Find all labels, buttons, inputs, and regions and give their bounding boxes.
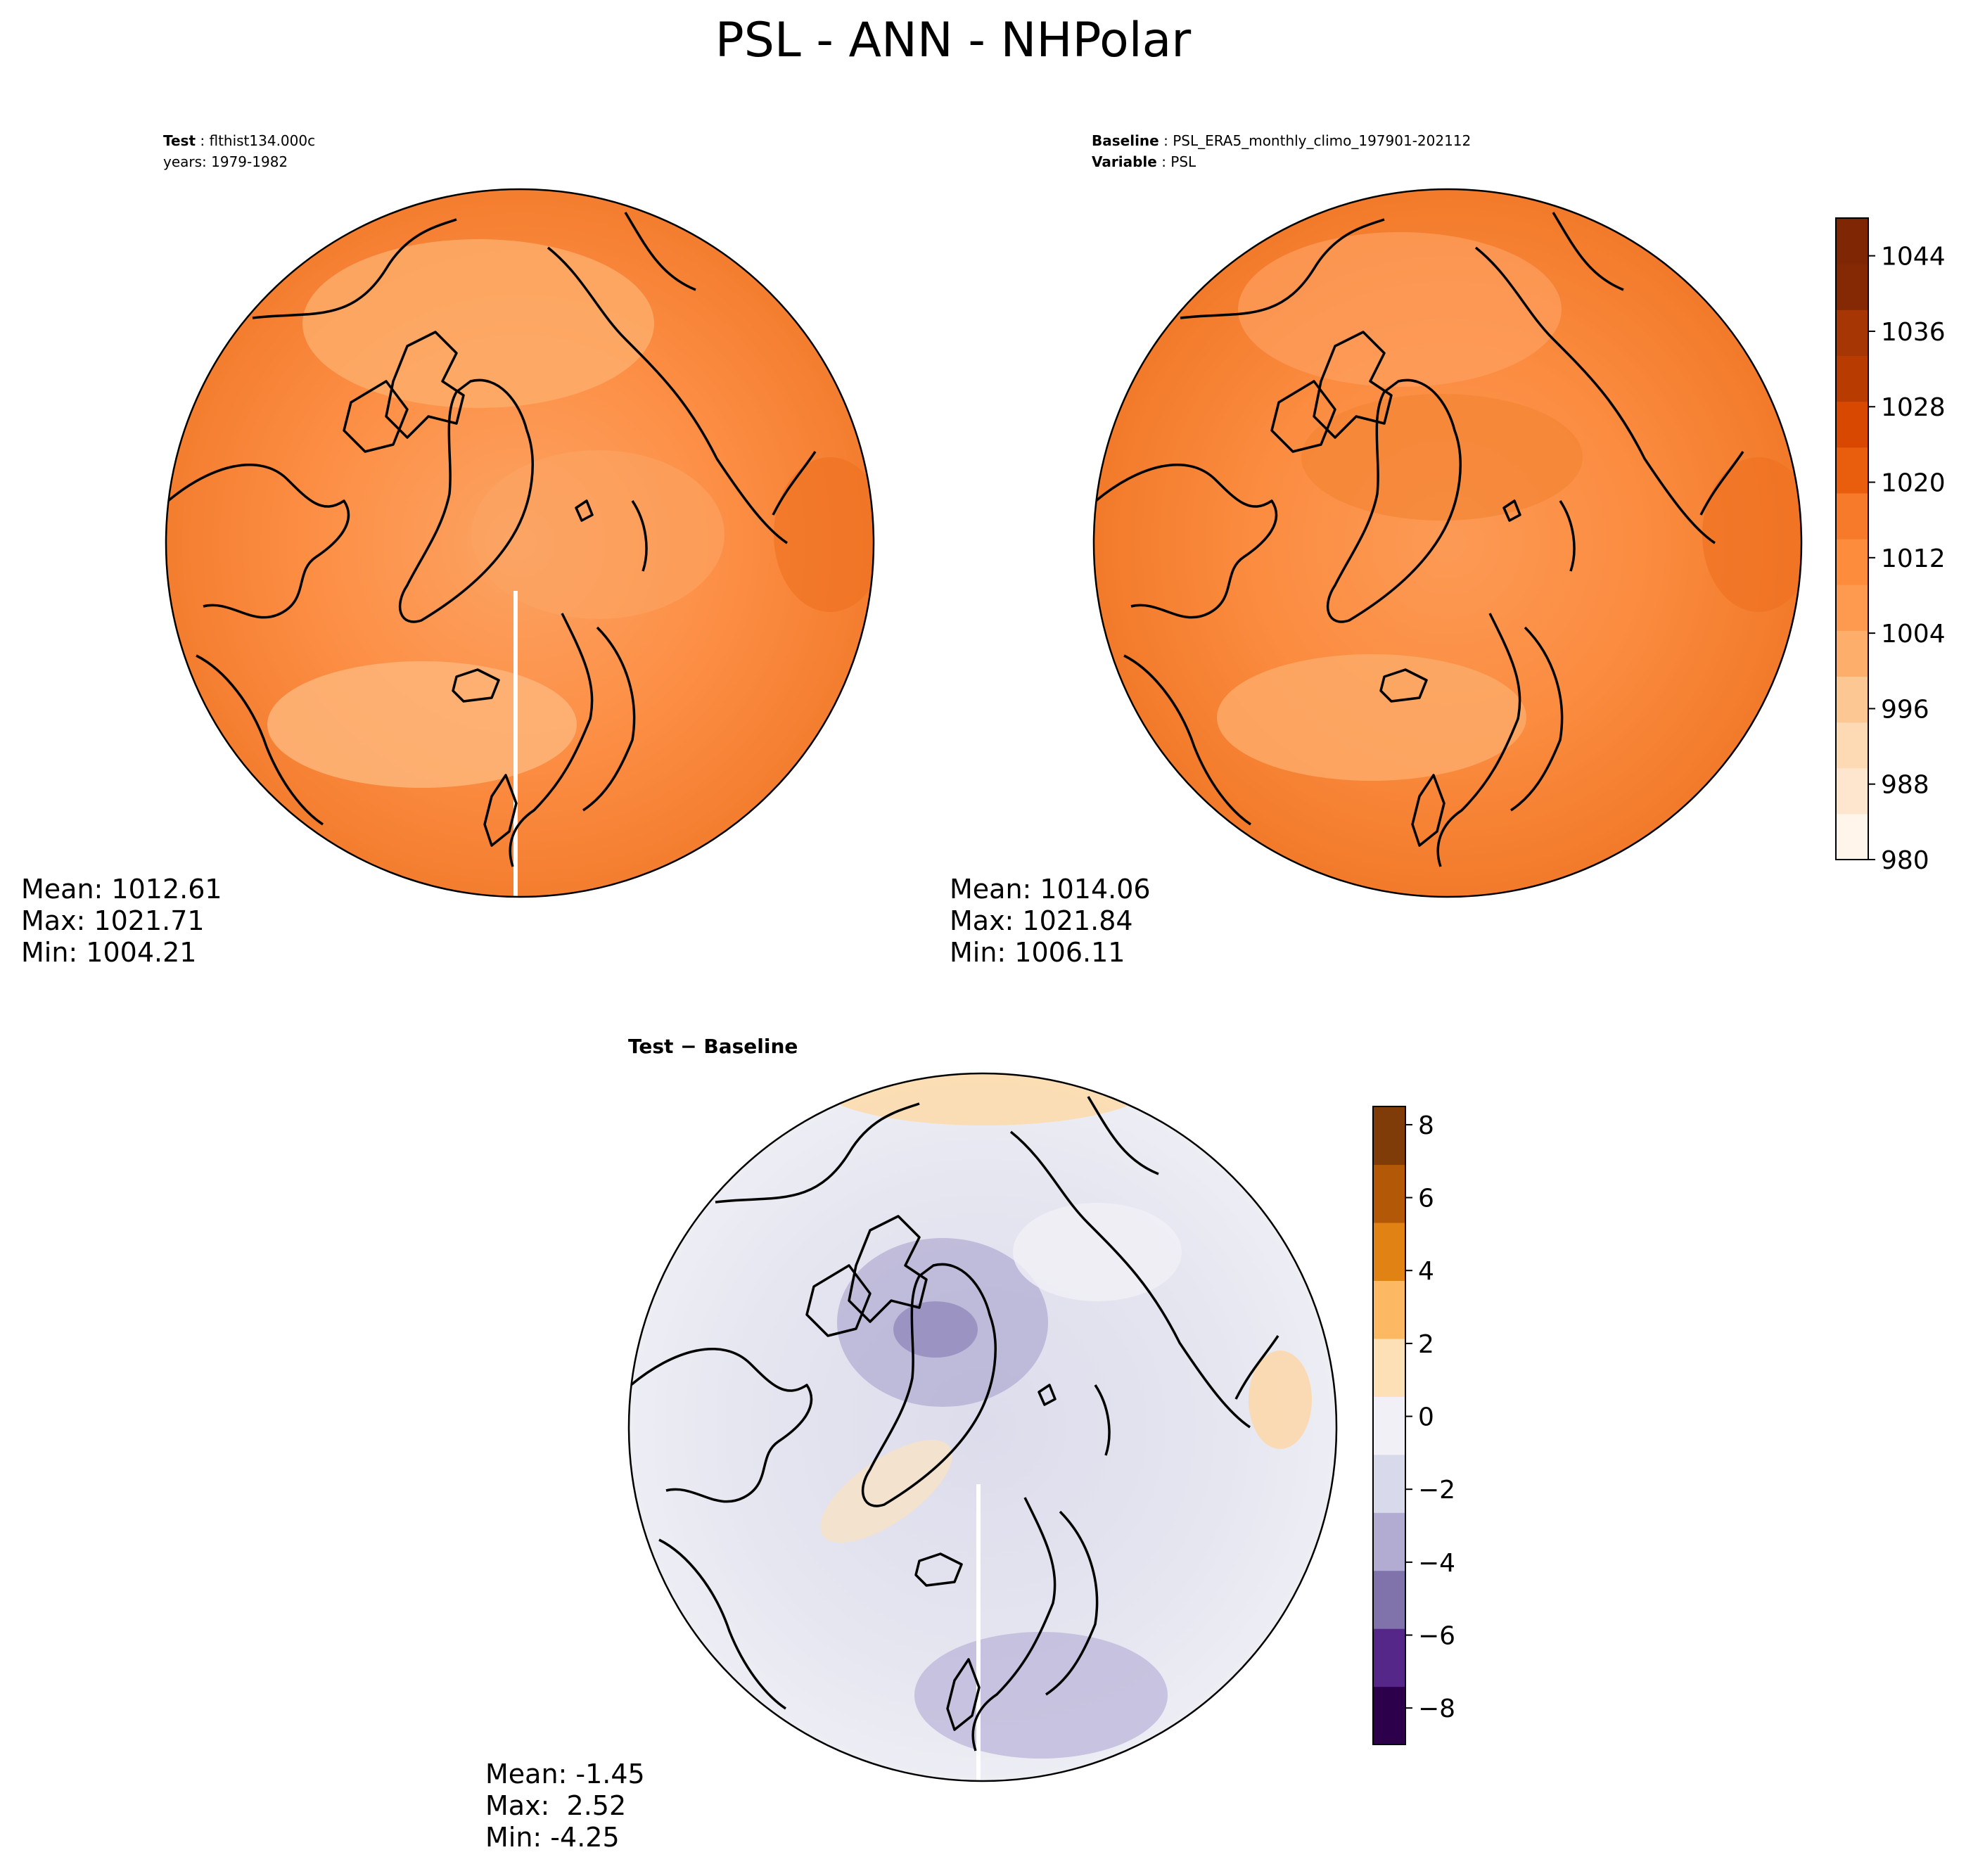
- colorbar-diff-swatch: [1373, 1222, 1405, 1281]
- colorbar-abs-tick-label: 1012: [1881, 544, 1946, 573]
- baseline-stat-mean: Mean: 1014.06: [950, 874, 1151, 905]
- test-stat-min: Min: 1004.21: [21, 937, 196, 968]
- colorbar-diff-tick-label: −4: [1418, 1549, 1455, 1578]
- test-seam-line: [513, 591, 518, 897]
- colorbar-abs-swatch: [1836, 310, 1868, 357]
- colorbar-abs-swatch: [1836, 401, 1868, 448]
- colorbar-abs-swatch: [1836, 492, 1868, 540]
- test-contour-lowcenter: [267, 661, 577, 788]
- colorbar-diff: −8 −6 −4 −2 0 2 4 6 8: [1372, 1106, 1455, 1745]
- baseline-map: [1092, 188, 1803, 898]
- colorbar-diff-swatch: [1373, 1570, 1405, 1629]
- test-header-sep: :: [196, 132, 209, 149]
- figure-title: PSL - ANN - NHPolar: [715, 13, 1192, 68]
- panel-baseline: Baseline : PSL_ERA5_monthly_climo_197901…: [950, 132, 1803, 968]
- colorbar-abs-tick-label: 988: [1881, 771, 1929, 800]
- diff-contour-negative-europe: [914, 1632, 1168, 1759]
- colorbar-abs-swatch: [1836, 630, 1868, 677]
- baseline-header-value: PSL_ERA5_monthly_climo_197901-202112: [1173, 132, 1471, 149]
- colorbar-diff-swatch: [1373, 1338, 1405, 1397]
- colorbar-abs-swatch: [1836, 813, 1868, 860]
- colorbar-abs: 980 988 996 1004 1012 1020 1028 1036 1044: [1835, 217, 1946, 875]
- test-header-line1: Test : flthist134.000c: [163, 132, 315, 149]
- baseline-contour-east: [1702, 457, 1801, 612]
- diff-contour-min: [893, 1301, 978, 1358]
- colorbar-diff-swatch: [1373, 1164, 1405, 1223]
- colorbar-abs-tick-label: 1028: [1881, 393, 1946, 422]
- diff-stat-max: Max: 2.52: [485, 1790, 626, 1821]
- colorbar-diff-tick-label: 8: [1418, 1111, 1434, 1140]
- test-map-border: [165, 188, 875, 898]
- test-contour-east: [774, 457, 874, 612]
- colorbar-diff-swatch: [1373, 1628, 1405, 1687]
- test-map: [165, 188, 875, 898]
- baseline-contour-lowcenter: [1217, 654, 1526, 781]
- colorbar-abs-swatch: [1836, 722, 1868, 769]
- colorbar-abs-swatch: [1836, 676, 1868, 723]
- colorbar-diff-tick-label: −2: [1418, 1476, 1455, 1505]
- colorbar-abs-swatch: [1836, 585, 1868, 631]
- diff-stat-min: Min: -4.25: [485, 1822, 620, 1853]
- colorbar-abs-tick-label: 1020: [1881, 469, 1946, 498]
- panel-diff: Test − Baseline Mean: -1.45 Max: 2.52 Mi…: [485, 1035, 1338, 1853]
- colorbar-diff-tick-label: −8: [1418, 1695, 1455, 1723]
- colorbar-abs-swatch: [1836, 767, 1868, 815]
- colorbar-abs-swatch: [1836, 218, 1868, 264]
- diff-contour-positive-north: [816, 1073, 1154, 1125]
- diff-map: [627, 1072, 1338, 1782]
- colorbar-diff-frame: [1372, 1106, 1406, 1745]
- test-stat-max: Max: 1021.71: [21, 905, 205, 936]
- baseline-map-border: [1092, 188, 1803, 898]
- colorbar-diff-tick-label: 6: [1418, 1185, 1434, 1213]
- diff-contour-positive-east: [1249, 1351, 1312, 1449]
- colorbar-diff-swatch: [1373, 1454, 1405, 1513]
- baseline-stat-min: Min: 1006.11: [950, 937, 1125, 968]
- baseline-header-label: Baseline: [1092, 132, 1159, 149]
- baseline-variable-value: PSL: [1170, 153, 1196, 170]
- colorbar-diff-swatch: [1373, 1396, 1405, 1455]
- colorbar-abs-frame: [1835, 217, 1869, 860]
- test-contour-center: [471, 450, 725, 619]
- baseline-header-line1: Baseline : PSL_ERA5_monthly_climo_197901…: [1092, 132, 1471, 149]
- diff-header: Test − Baseline: [628, 1035, 798, 1058]
- colorbar-abs-swatch: [1836, 264, 1868, 310]
- panel-test: Test : flthist134.000c years: 1979-1982 …: [21, 132, 875, 968]
- colorbar-abs-tick-label: 980: [1881, 846, 1929, 875]
- colorbar-diff-tick-label: 0: [1418, 1403, 1434, 1432]
- colorbar-diff-swatch: [1373, 1280, 1405, 1339]
- colorbar-abs-swatch: [1836, 355, 1868, 402]
- colorbar-abs-tick-label: 1004: [1881, 620, 1946, 649]
- test-contour-north: [302, 239, 654, 408]
- baseline-header-sep: :: [1159, 132, 1173, 149]
- colorbar-abs-swatch: [1836, 447, 1868, 494]
- colorbar-diff-swatch: [1373, 1512, 1405, 1571]
- diff-seam-line: [976, 1484, 981, 1781]
- colorbar-abs-tick-label: 996: [1881, 695, 1929, 724]
- baseline-contour-north: [1238, 232, 1562, 387]
- baseline-variable-sep: :: [1157, 153, 1170, 170]
- colorbar-diff-tick-label: −6: [1418, 1622, 1455, 1651]
- colorbar-diff-swatch: [1373, 1686, 1405, 1745]
- diff-contour-siberia: [1013, 1203, 1182, 1301]
- colorbar-abs-swatch: [1836, 539, 1868, 585]
- colorbar-abs-tick-label: 1044: [1881, 243, 1946, 272]
- colorbar-abs-tick-label: 1036: [1881, 318, 1946, 347]
- baseline-header-line2: Variable : PSL: [1092, 153, 1196, 170]
- colorbar-diff-tick-label: 4: [1418, 1257, 1434, 1286]
- baseline-contour-arctic: [1301, 394, 1583, 521]
- test-stat-mean: Mean: 1012.61: [21, 874, 222, 905]
- test-header-line2: years: 1979-1982: [163, 153, 288, 170]
- diff-map-border: [627, 1072, 1338, 1782]
- diff-stat-mean: Mean: -1.45: [485, 1759, 645, 1789]
- baseline-stat-max: Max: 1021.84: [950, 905, 1133, 936]
- diff-contour-greenland: [820, 1439, 952, 1543]
- test-header-value: flthist134.000c: [209, 132, 315, 149]
- colorbar-diff-swatch: [1373, 1106, 1405, 1166]
- baseline-variable-label: Variable: [1092, 153, 1157, 170]
- colorbar-diff-tick-label: 2: [1418, 1330, 1434, 1359]
- test-header-label: Test: [163, 132, 196, 149]
